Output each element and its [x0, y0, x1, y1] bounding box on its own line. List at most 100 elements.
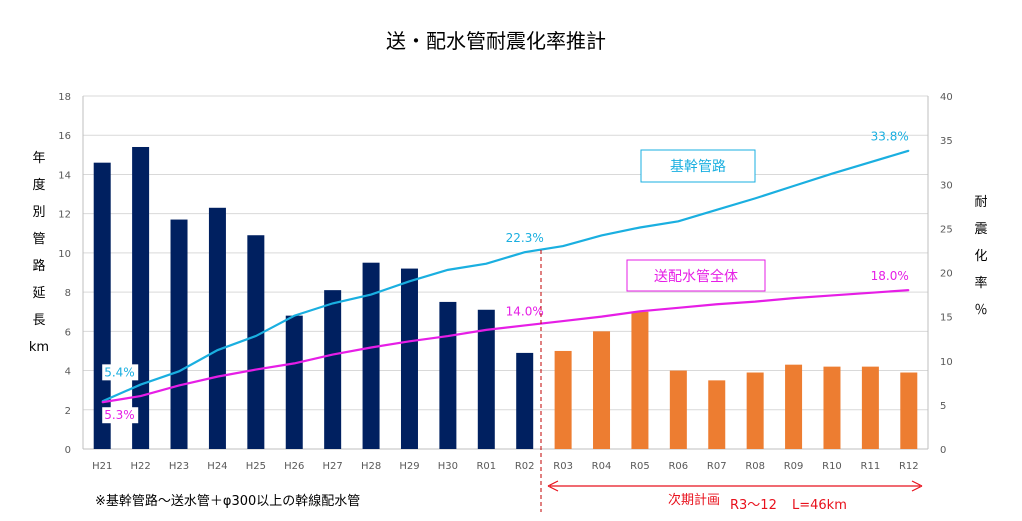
left-axis-label-char-6: 長 — [32, 313, 45, 328]
line-point-1-2 — [178, 384, 180, 387]
bar-H23 — [170, 219, 188, 449]
left-tick-2: 4 — [65, 367, 71, 378]
data-label-3: 5.3% — [104, 408, 135, 422]
x-tick-R08: R08 — [745, 461, 765, 472]
legend-kikan-label: 基幹管路 — [670, 158, 726, 175]
plan-label: 次期計画 — [668, 492, 720, 508]
data-label-bg-3 — [102, 407, 139, 424]
line-point-1-17 — [754, 301, 756, 303]
line-point-1-8 — [408, 340, 411, 342]
x-tick-H27: H27 — [323, 461, 343, 472]
line-series-1 — [102, 289, 909, 404]
line-point-1-15 — [677, 307, 679, 309]
bar-H27 — [324, 290, 342, 449]
data-label-0: 5.4% — [104, 365, 135, 379]
left-tick-4: 8 — [65, 288, 71, 299]
line-point-1-1 — [140, 395, 142, 397]
left-tick-5: 10 — [58, 249, 71, 260]
right-tick-5: 25 — [940, 224, 953, 235]
x-tick-R04: R04 — [592, 461, 612, 472]
bar-R07 — [708, 380, 726, 449]
data-label-2: 33.8% — [871, 130, 909, 144]
bar-R10 — [823, 366, 841, 449]
x-axis-ticks: H21 H22 H23 H24 H25 H26 H27 H28 H29 H30 R01 R02 R03 R… — [92, 461, 919, 472]
bar-R05 — [631, 311, 649, 449]
x-tick-H29: H29 — [399, 461, 419, 472]
left-tick-6: 12 — [58, 210, 71, 221]
line-point-0-7 — [370, 293, 372, 296]
bar-H21 — [93, 162, 111, 449]
left-tick-3: 6 — [65, 327, 71, 338]
footnote: ※基幹管路～送水管＋φ300以上の幹線配水管 — [95, 493, 360, 509]
right-tick-2: 10 — [940, 357, 953, 368]
line-point-1-13 — [600, 316, 603, 318]
x-tick-H26: H26 — [284, 461, 304, 472]
right-axis-label-char-0: 耐 — [974, 195, 987, 210]
line-point-0-5 — [293, 315, 295, 317]
x-tick-R12: R12 — [899, 461, 919, 472]
right-tick-4: 20 — [940, 269, 953, 280]
bar-R12 — [900, 372, 918, 449]
x-tick-R11: R11 — [861, 461, 881, 472]
right-tick-6: 30 — [940, 180, 953, 191]
bar-H26 — [285, 315, 303, 449]
legend-zentai-label: 送配水管全体 — [654, 268, 738, 285]
x-tick-H22: H22 — [130, 461, 150, 472]
plan-length: L=46km — [792, 498, 847, 513]
right-tick-8: 40 — [940, 92, 953, 103]
line-point-0-1 — [140, 383, 142, 386]
line-point-1-20 — [869, 292, 871, 294]
right-axis-label: 耐震化率 ％ — [974, 195, 987, 318]
line-point-0-20 — [869, 161, 871, 163]
data-labels: 5.4% 22.3% 33.8% 5.3% 14.0% 18.0% — [102, 130, 909, 424]
line-point-1-4 — [255, 368, 257, 371]
bar-H24 — [208, 207, 226, 449]
right-axis-label-char-3: 率 — [974, 275, 987, 291]
bar-R06 — [669, 370, 687, 449]
line-point-0-9 — [447, 269, 449, 271]
x-tick-H23: H23 — [169, 461, 189, 472]
x-tick-R10: R10 — [822, 461, 842, 472]
bar-R04 — [593, 331, 611, 449]
bars — [93, 146, 918, 449]
data-label-1: 22.3% — [506, 231, 544, 245]
line-point-1-18 — [792, 297, 795, 299]
line-point-0-13 — [600, 234, 603, 237]
chart-title: 送・配水管耐震化率推計 — [386, 29, 606, 53]
x-tick-R05: R05 — [630, 461, 650, 472]
bar-H22 — [132, 146, 150, 449]
bar-H29 — [400, 268, 418, 449]
legend-zentai-box — [626, 259, 766, 292]
x-tick-H21: H21 — [92, 461, 112, 472]
line-point-0-4 — [255, 335, 257, 337]
data-label-5: 18.0% — [871, 269, 909, 283]
left-axis-label-char-2: 別 — [32, 205, 45, 220]
left-axis-label-char-7: km — [29, 340, 49, 355]
left-axis-label-char-1: 度 — [32, 177, 45, 193]
legend-kikan-box — [640, 149, 756, 183]
left-axis-label-char-5: 延 — [32, 286, 45, 301]
line-point-1-12 — [562, 320, 564, 322]
line-point-1-0 — [101, 401, 103, 403]
line-series-0 — [101, 149, 910, 403]
left-tick-9: 18 — [58, 92, 71, 103]
right-tick-0: 0 — [940, 445, 946, 456]
line-point-1-16 — [716, 303, 718, 305]
right-axis-label-char-1: 震 — [974, 222, 987, 237]
right-axis-label-char-4: ％ — [974, 303, 987, 318]
x-tick-H24: H24 — [207, 461, 227, 472]
x-tick-H25: H25 — [246, 461, 266, 472]
line-point-1-7 — [370, 346, 372, 349]
left-tick-8: 16 — [58, 131, 71, 142]
line-point-1-10 — [485, 329, 487, 331]
line-point-0-21 — [908, 150, 910, 152]
line-point-0-19 — [831, 173, 833, 175]
x-tick-R07: R07 — [707, 461, 727, 472]
right-tick-7: 35 — [940, 136, 953, 147]
left-tick-1: 2 — [65, 406, 71, 417]
left-axis-label-char-0: 年 — [32, 151, 45, 166]
line-point-0-12 — [562, 245, 564, 247]
line-point-0-16 — [716, 209, 718, 211]
right-tick-3: 15 — [940, 313, 953, 324]
